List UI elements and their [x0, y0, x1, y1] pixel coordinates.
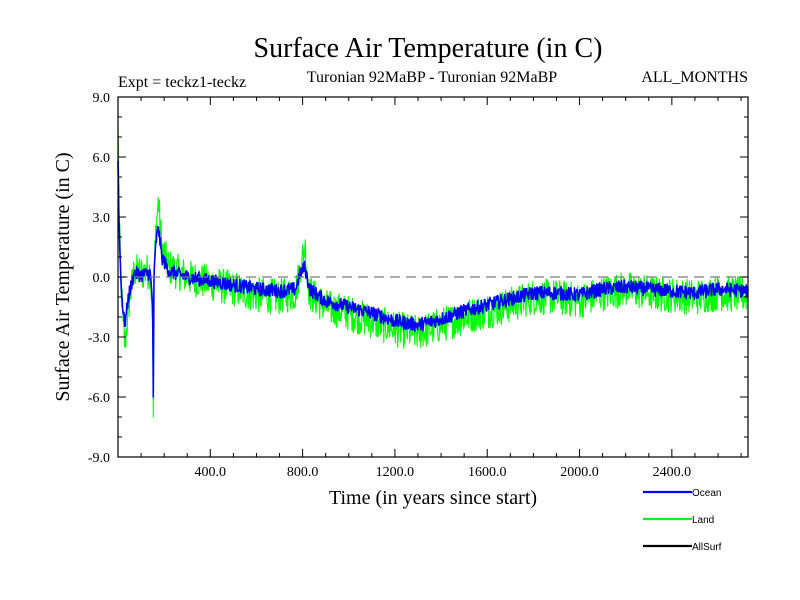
chart-title: Surface Air Temperature (in C) — [254, 33, 603, 64]
legend-label-allsurf: AllSurf — [692, 542, 722, 553]
x-axis-ticks — [140, 97, 742, 457]
x-tick-label: 1600.0 — [468, 465, 507, 480]
y-tick-label: 0.0 — [93, 271, 111, 286]
x-tick-label: 800.0 — [287, 465, 319, 480]
y-axis-label: Surface Air Temperature (in C) — [52, 152, 74, 401]
y-tick-label: -3.0 — [88, 331, 110, 346]
x-tick-label: 2400.0 — [653, 465, 692, 480]
y-axis-ticks — [118, 96, 748, 458]
y-tick-label: 9.0 — [93, 91, 111, 106]
series-layer — [117, 120, 749, 418]
series-line-ocean — [117, 160, 749, 398]
subtitle-center: Turonian 92MaBP - Turonian 92MaBP — [307, 69, 558, 86]
legend-label-land: Land — [692, 515, 714, 526]
series-line-land — [117, 120, 749, 418]
subtitle-left: Expt = teckz1-teckz — [118, 74, 246, 91]
y-tick-label: -9.0 — [88, 451, 110, 466]
y-axis-tick-labels: -9.0 -6.0 -3.0 0.0 3.0 6.0 9.0 — [88, 91, 110, 466]
y-tick-label: -6.0 — [88, 391, 110, 406]
x-tick-label: 2000.0 — [560, 465, 599, 480]
y-tick-label: 6.0 — [93, 151, 111, 166]
y-tick-label: 3.0 — [93, 211, 111, 226]
legend: Ocean Land AllSurf — [643, 488, 722, 553]
x-tick-label: 1200.0 — [376, 465, 415, 480]
x-axis-label: Time (in years since start) — [329, 487, 537, 509]
subtitle-right: ALL_MONTHS — [641, 69, 748, 86]
x-axis-tick-labels: 400.0 800.0 1200.0 1600.0 2000.0 2400.0 — [195, 465, 692, 480]
x-tick-label: 400.0 — [195, 465, 227, 480]
legend-label-ocean: Ocean — [692, 488, 721, 499]
